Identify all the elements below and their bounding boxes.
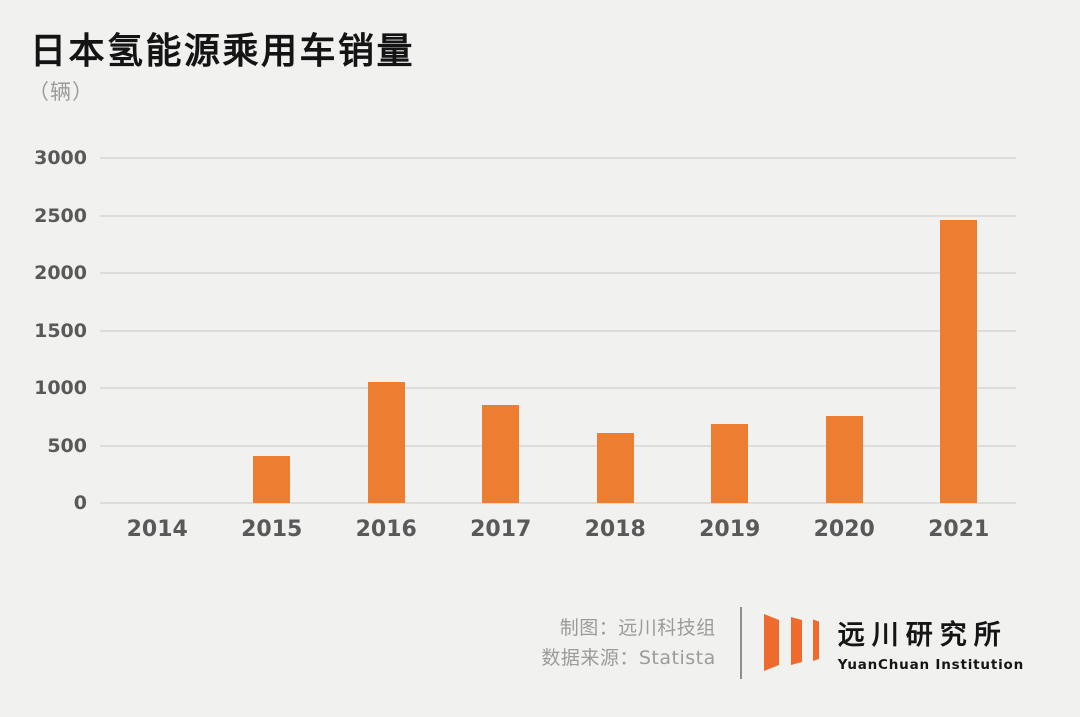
bar-2018 (596, 432, 634, 503)
bar-2015 (253, 455, 291, 503)
gridline-3000 (100, 157, 1016, 159)
x-tick-label-2017: 2017 (470, 517, 532, 542)
credits-block: 制图：远川科技组 数据来源：Statista (541, 613, 715, 673)
credit-line-maker: 制图：远川科技组 (559, 617, 716, 639)
logo-name-en: YuanChuan Institution (837, 657, 1024, 673)
y-tick-label-2000: 2000 (34, 262, 87, 284)
gridline-500 (100, 444, 1016, 447)
yuanchuan-logo-icon (763, 614, 819, 671)
x-tick-label-2016: 2016 (355, 517, 417, 542)
bar-2021 (940, 219, 978, 503)
logo-text-block: 远川研究所 YuanChuan Institution (838, 613, 1024, 673)
y-tick-label-1000: 1000 (34, 377, 87, 399)
x-tick-label-2019: 2019 (699, 517, 761, 542)
footer-divider (739, 607, 742, 679)
x-tick-label-2020: 2020 (813, 517, 875, 542)
bar-2017 (482, 405, 520, 503)
y-tick-label-500: 500 (47, 434, 87, 457)
y-tick-label-2500: 2500 (34, 204, 87, 227)
y-tick-label-0: 0 (73, 492, 87, 514)
x-tick-label-2021: 2021 (928, 517, 990, 542)
footer: 制图：远川科技组 数据来源：Statista 远川研究所 YuanChuan I… (541, 607, 1024, 679)
plot-area: 0 500 1000 1500 2000 2500 3000 2014 2015 2016 2017… (34, 147, 1016, 542)
gridline-1000 (100, 387, 1016, 389)
x-tick-label-2015: 2015 (241, 517, 303, 542)
x-tick-label-2014: 2014 (126, 517, 188, 542)
bar-2019 (711, 424, 749, 503)
logo-name-cn: 远川研究所 (837, 620, 1008, 651)
chart-unit-label: （辆） (28, 80, 94, 104)
x-tick-label-2018: 2018 (584, 517, 646, 542)
y-tick-label-1500: 1500 (34, 319, 87, 342)
gridline-2000 (100, 272, 1016, 274)
y-tick-label-3000: 3000 (34, 147, 87, 169)
bar-2020 (825, 415, 863, 503)
yuanchuan-logo: 远川研究所 YuanChuan Institution (763, 613, 1024, 673)
gridline-1500 (100, 329, 1016, 332)
bar-2016 (367, 381, 405, 503)
credit-line-source: 数据来源：Statista (541, 647, 716, 669)
gridline-0 (100, 502, 1016, 504)
chart-title: 日本氢能源乘用车销量 (30, 31, 416, 72)
gridline-2500 (100, 214, 1016, 217)
